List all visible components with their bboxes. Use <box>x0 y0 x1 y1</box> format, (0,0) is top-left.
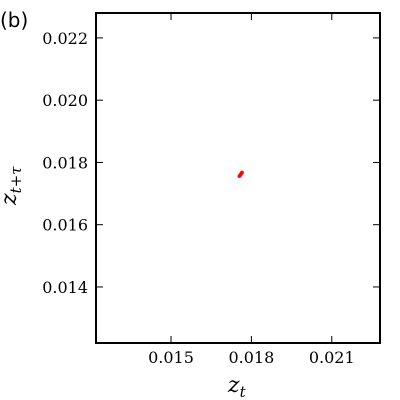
x-axis-label: zt <box>227 373 247 400</box>
plot-frame <box>95 12 381 344</box>
y-tick-label: 0.022 <box>42 29 88 48</box>
y-tick-label: 0.020 <box>42 91 88 110</box>
x-tick-label: 0.015 <box>148 348 194 367</box>
x-label-symbol: z <box>227 373 240 398</box>
y-tick-label: 0.014 <box>42 278 88 297</box>
y-axis-label: zt+τ <box>0 166 25 206</box>
panel-label: (b) <box>0 8 28 32</box>
x-label-subscript: t <box>240 383 247 400</box>
x-tick-label: 0.018 <box>228 348 274 367</box>
y-label-subscript: t+τ <box>7 166 25 194</box>
y-label-symbol: z <box>0 193 22 206</box>
x-tick-label: 0.021 <box>309 348 355 367</box>
y-tick-label: 0.016 <box>42 216 88 235</box>
y-tick-label: 0.018 <box>42 153 88 172</box>
scatter-point <box>240 170 244 175</box>
